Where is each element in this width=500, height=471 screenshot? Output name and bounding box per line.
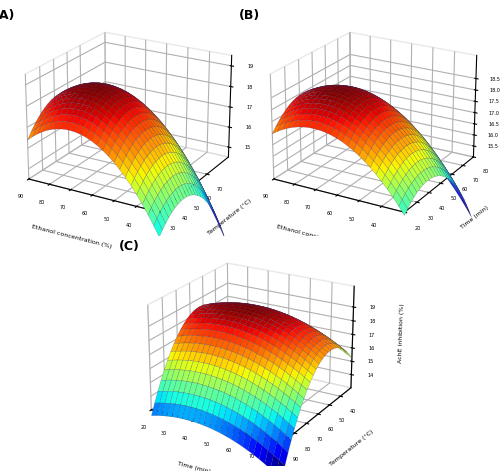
X-axis label: Ethanol concentration (%): Ethanol concentration (%) — [276, 224, 357, 250]
Y-axis label: Temperature (°C): Temperature (°C) — [329, 430, 374, 467]
Y-axis label: Temperature (°C): Temperature (°C) — [206, 199, 252, 236]
Y-axis label: Time (min): Time (min) — [460, 205, 489, 230]
X-axis label: Time (min): Time (min) — [178, 461, 212, 471]
Text: (C): (C) — [118, 240, 140, 253]
X-axis label: Ethanol concentration (%): Ethanol concentration (%) — [32, 224, 112, 250]
Text: (A): (A) — [0, 9, 15, 22]
Text: (B): (B) — [238, 9, 260, 22]
